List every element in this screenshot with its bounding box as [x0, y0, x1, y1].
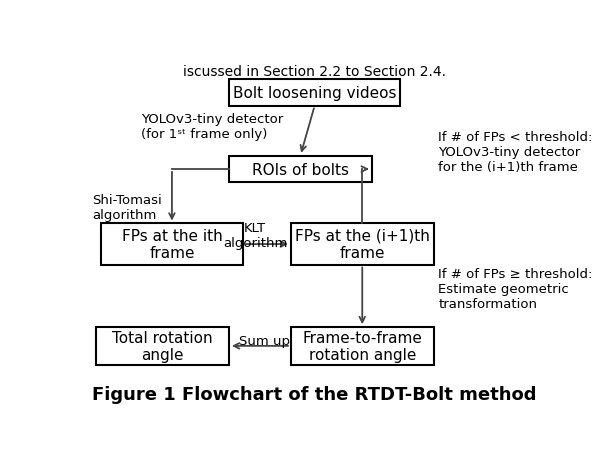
Text: KLT
algorithm: KLT algorithm	[223, 222, 287, 250]
Text: Bolt loosening videos: Bolt loosening videos	[233, 86, 397, 100]
Text: If # of FPs < threshold:
YOLOv3-tiny detector
for the (i+1)th frame: If # of FPs < threshold: YOLOv3-tiny det…	[438, 131, 593, 173]
Bar	[229, 156, 371, 183]
Text: If # of FPs ≥ threshold:
Estimate geometric
transformation: If # of FPs ≥ threshold: Estimate geomet…	[438, 268, 593, 311]
Text: ROIs of bolts: ROIs of bolts	[252, 162, 349, 177]
Bar	[229, 80, 400, 106]
Text: Shi-Tomasi
algorithm: Shi-Tomasi algorithm	[93, 193, 162, 221]
Bar	[101, 224, 243, 265]
Text: FPs at the ith
frame: FPs at the ith frame	[122, 228, 222, 261]
Text: Sum up: Sum up	[239, 334, 290, 347]
Text: Total rotation
angle: Total rotation angle	[112, 330, 212, 362]
Text: Frame-to-frame
rotation angle: Frame-to-frame rotation angle	[302, 330, 422, 362]
Text: FPs at the (i+1)th
frame: FPs at the (i+1)th frame	[295, 228, 430, 261]
Text: iscussed in Section 2.2 to Section 2.4.: iscussed in Section 2.2 to Section 2.4.	[183, 64, 446, 78]
Text: Figure 1 Flowchart of the RTDT-Bolt method: Figure 1 Flowchart of the RTDT-Bolt meth…	[93, 385, 537, 403]
Bar	[96, 327, 229, 365]
Bar	[291, 224, 433, 265]
Bar	[291, 327, 433, 365]
Text: YOLOv3-tiny detector
(for 1ˢᵗ frame only): YOLOv3-tiny detector (for 1ˢᵗ frame only…	[141, 113, 283, 141]
